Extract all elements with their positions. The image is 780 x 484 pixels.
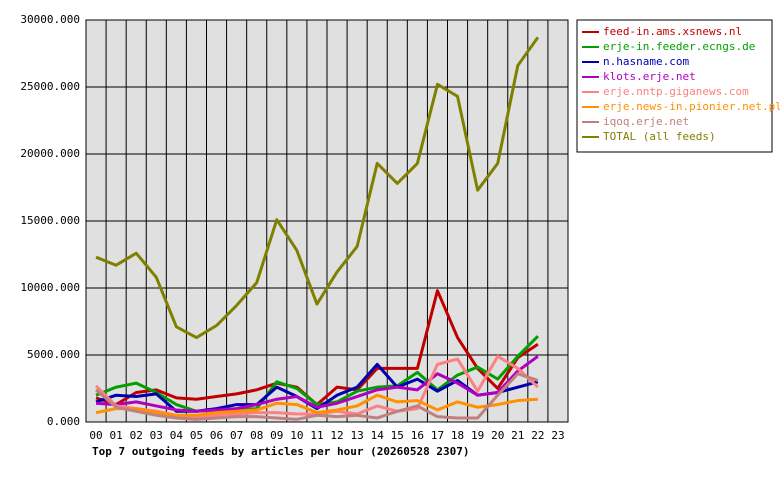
legend-label: n.hasname.com — [603, 55, 689, 68]
y-tick-label: 25000.000 — [20, 80, 80, 93]
x-tick-label: 16 — [411, 429, 424, 442]
x-tick-label: 23 — [551, 429, 564, 442]
series-line — [95, 36, 540, 340]
legend-label: TOTAL (all feeds) — [603, 130, 716, 143]
x-tick-label: 05 — [190, 429, 203, 442]
legend-label: erje.nntp.giganews.com — [603, 85, 749, 98]
x-tick-label: 04 — [170, 429, 184, 442]
legend-label: iqoq.erje.net — [603, 115, 689, 128]
y-tick-label: 5000.000 — [27, 348, 80, 361]
x-tick-label: 07 — [230, 429, 243, 442]
x-tick-label: 17 — [431, 429, 444, 442]
chart-title: Top 7 outgoing feeds by articles per hou… — [92, 445, 470, 458]
x-tick-label: 10 — [290, 429, 303, 442]
legend-box — [576, 19, 773, 153]
x-tick-label: 20 — [491, 429, 504, 442]
y-tick-label: 20000.000 — [20, 147, 80, 160]
x-tick-label: 18 — [451, 429, 464, 442]
x-tick-label: 01 — [110, 429, 123, 442]
x-tick-label: 06 — [210, 429, 223, 442]
series-line — [95, 355, 539, 413]
x-tick-label: 11 — [310, 429, 323, 442]
x-tick-label: 19 — [471, 429, 484, 442]
legend-label: erje-in.feeder.ecngs.de — [603, 40, 755, 53]
y-tick-label: 15000.000 — [20, 214, 80, 227]
y-tick-label: 10000.000 — [20, 281, 80, 294]
x-tick-label: 15 — [391, 429, 404, 442]
x-tick-label: 02 — [130, 429, 143, 442]
x-tick-label: 12 — [330, 429, 343, 442]
x-tick-label: 21 — [511, 429, 524, 442]
x-tick-label: 03 — [150, 429, 163, 442]
legend-label: erje.news-in.pionier.net.pl — [603, 100, 780, 113]
legend-label: klots.erje.net — [603, 70, 696, 83]
x-tick-label: 22 — [531, 429, 544, 442]
y-tick-label: 30000.000 — [20, 13, 80, 26]
x-tick-label: 00 — [89, 429, 102, 442]
x-tick-label: 08 — [250, 429, 263, 442]
series-line — [95, 393, 538, 417]
legend-label: feed-in.ams.xsnews.nl — [603, 25, 742, 38]
x-tick-label: 14 — [371, 429, 385, 442]
x-tick-label: 13 — [351, 429, 364, 442]
x-tick-label: 09 — [270, 429, 283, 442]
series-line — [95, 372, 539, 421]
y-tick-label: 0.000 — [47, 415, 80, 428]
